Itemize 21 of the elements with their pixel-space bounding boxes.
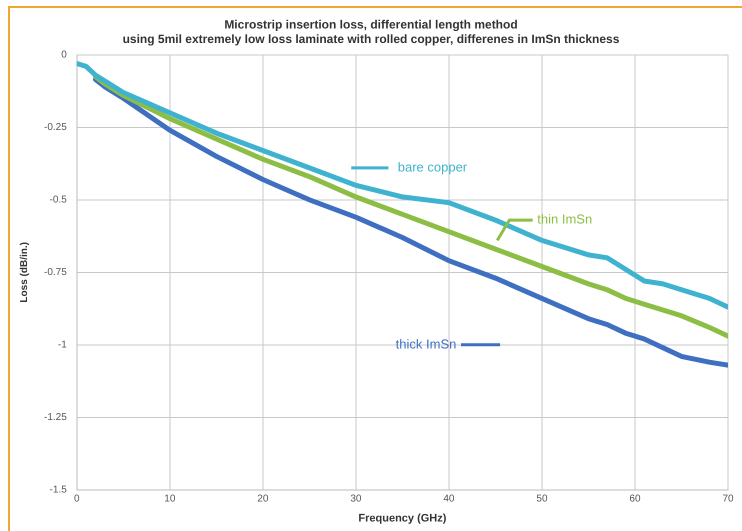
x-tick-label: 30 (350, 494, 362, 505)
x-tick-label: 60 (629, 494, 641, 505)
y-axis-title: Loss (dB/in.) (18, 242, 30, 303)
text: thick ImSn (396, 336, 456, 352)
text: thin ImSn (537, 212, 592, 227)
chart-title: Microstrip insertion loss, differential length method using 5mil extremely low loss laminate with rolled copper, differenes in ImSn thickness (122, 18, 620, 46)
y-tick-label: -1.25 (44, 412, 68, 424)
x-tick-label: 0 (74, 494, 80, 505)
x-tick-label: 10 (164, 494, 176, 505)
x-tick-label: 20 (257, 494, 269, 505)
x-tick-label: 70 (722, 494, 734, 505)
y-tick-label: 0 (61, 50, 68, 61)
legend-label: bare copper (398, 159, 468, 174)
y-tick-label: -0.75 (44, 267, 68, 278)
x-tick-label: 50 (536, 494, 548, 505)
y-tick-label: -0.25 (44, 122, 68, 134)
y-tick-label: -0.5 (50, 194, 68, 206)
x-axis-title: Frequency (GHz) (358, 512, 447, 524)
y-tick-label: -1.5 (50, 484, 68, 496)
y-tick-label: -1 (58, 340, 68, 351)
x-tick-label: 40 (443, 494, 455, 505)
